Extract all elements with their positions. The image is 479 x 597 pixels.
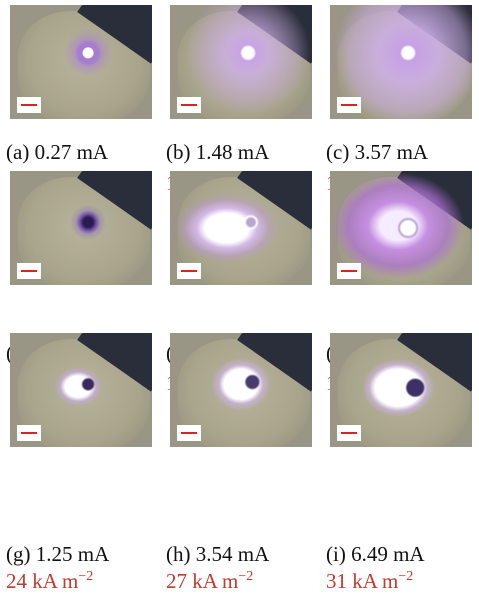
photo xyxy=(330,333,472,447)
figure: (a) 0.27 mA(b) 1.48 mA1.5 kA m−2(c) 3.57… xyxy=(0,0,479,597)
panel-label: (h) xyxy=(166,542,191,566)
density-value: 24 kA m xyxy=(6,569,78,593)
current: 1.25 mA xyxy=(36,542,110,566)
photo xyxy=(170,5,312,119)
density-value: 27 kA m xyxy=(166,569,238,593)
scale-bar xyxy=(337,263,361,279)
current: 1.48 mA xyxy=(196,140,270,164)
density-exponent: −2 xyxy=(78,569,93,584)
density-value: 31 kA m xyxy=(326,569,398,593)
panel-label: (i) xyxy=(326,542,346,566)
current-density: 27 kA m−2 xyxy=(166,569,253,594)
caption: (a) 0.27 mA xyxy=(6,140,108,165)
scale-bar xyxy=(17,97,41,113)
current: 0.27 mA xyxy=(35,140,109,164)
current: 6.49 mA xyxy=(351,542,425,566)
panel-label: (c) xyxy=(326,140,349,164)
photo xyxy=(170,171,312,285)
photo xyxy=(10,171,152,285)
panel-label: (a) xyxy=(6,140,29,164)
current: 3.57 mA xyxy=(355,140,429,164)
scale-bar xyxy=(177,425,201,441)
caption: (g) 1.25 mA xyxy=(6,542,109,567)
density-exponent: −2 xyxy=(238,569,253,584)
caption: (i) 6.49 mA xyxy=(326,542,425,567)
caption: (b) 1.48 mA xyxy=(166,140,269,165)
scale-bar xyxy=(177,263,201,279)
scale-bar xyxy=(337,97,361,113)
caption: (c) 3.57 mA xyxy=(326,140,428,165)
current: 3.54 mA xyxy=(196,542,270,566)
photo xyxy=(10,333,152,447)
scale-bar xyxy=(337,425,361,441)
photo xyxy=(10,5,152,119)
scale-bar xyxy=(177,97,201,113)
density-exponent: −2 xyxy=(398,569,413,584)
current-density: 24 kA m−2 xyxy=(6,569,93,594)
panel-label: (b) xyxy=(166,140,191,164)
panel-label: (g) xyxy=(6,542,31,566)
current-density: 31 kA m−2 xyxy=(326,569,413,594)
caption: (h) 3.54 mA xyxy=(166,542,269,567)
photo xyxy=(170,333,312,447)
scale-bar xyxy=(17,263,41,279)
photo xyxy=(330,5,472,119)
scale-bar xyxy=(17,425,41,441)
photo xyxy=(330,171,472,285)
